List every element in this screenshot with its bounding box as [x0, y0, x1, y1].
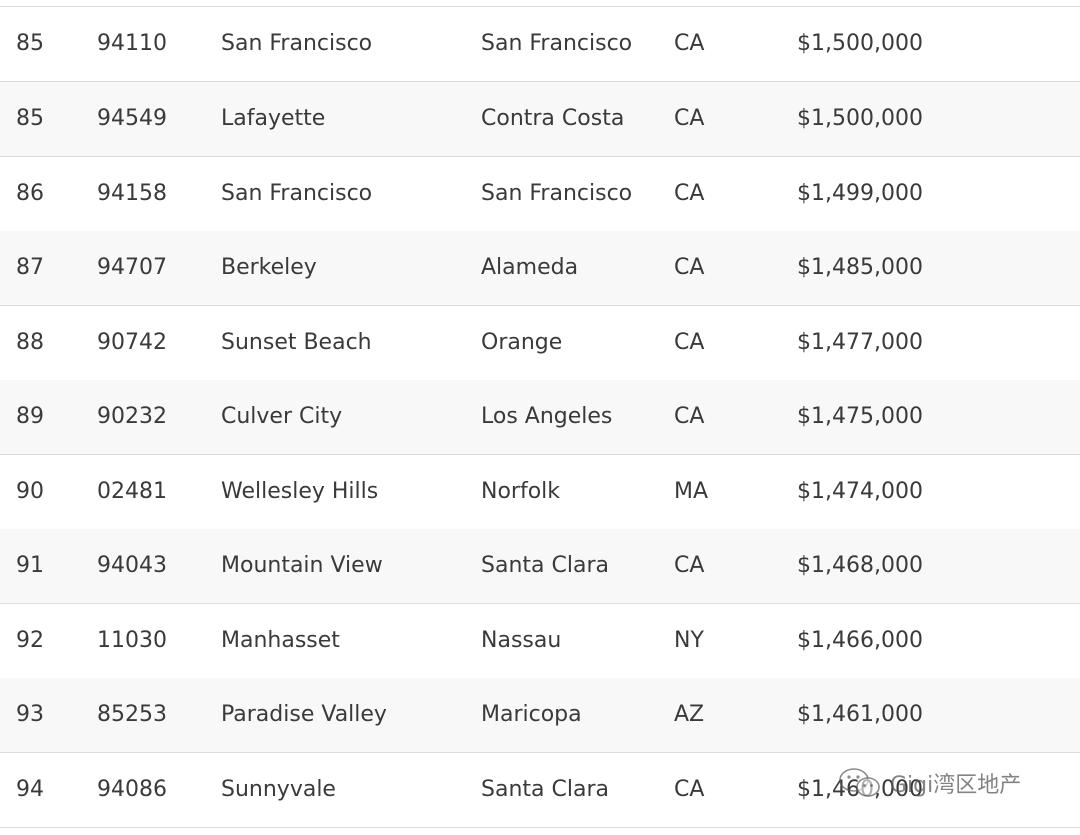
rank-cell: 90: [16, 479, 44, 504]
county-cell: Los Angeles: [481, 404, 613, 429]
state-cell: CA: [674, 31, 705, 56]
county-cell: Norfolk: [481, 479, 561, 504]
price-cell: $1,500,000: [797, 106, 923, 131]
city-cell: Sunnyvale: [221, 777, 336, 802]
zip-cell: 94043: [97, 553, 167, 578]
city-cell: Mountain View: [221, 553, 383, 578]
county-cell: Nassau: [481, 628, 562, 653]
zip-cell: 02481: [97, 479, 167, 504]
county-cell: Contra Costa: [481, 106, 625, 131]
zip-cell: 94707: [97, 255, 167, 280]
county-cell: Santa Clara: [481, 553, 609, 578]
state-cell: CA: [674, 404, 705, 429]
rank-cell: 85: [16, 106, 44, 131]
rank-cell: 88: [16, 330, 44, 355]
city-cell: Culver City: [221, 404, 343, 429]
table-row: 90 02481 Wellesley Hills Norfolk MA $1,4…: [0, 455, 1080, 530]
county-cell: San Francisco: [481, 31, 633, 56]
table-row: 85 94549 Lafayette Contra Costa CA $1,50…: [0, 82, 1080, 157]
state-cell: NY: [674, 628, 704, 653]
state-cell: CA: [674, 553, 705, 578]
price-cell: $1,500,000: [797, 31, 923, 56]
city-cell: Manhasset: [221, 628, 340, 653]
state-cell: MA: [674, 479, 709, 504]
price-cell: $1,499,000: [797, 181, 923, 206]
state-cell: AZ: [674, 702, 705, 727]
price-cell: $1,474,000: [797, 479, 923, 504]
rank-cell: 92: [16, 628, 44, 653]
county-cell: Alameda: [481, 255, 579, 280]
rank-cell: 94: [16, 777, 44, 802]
city-cell: Paradise Valley: [221, 702, 387, 727]
city-cell: Berkeley: [221, 255, 317, 280]
table-row: 94 94086 Sunnyvale Santa Clara CA $1,460…: [0, 753, 1080, 828]
zip-cell: 94086: [97, 777, 167, 802]
zip-cell: 11030: [97, 628, 167, 653]
state-cell: CA: [674, 255, 705, 280]
table-row: 91 94043 Mountain View Santa Clara CA $1…: [0, 529, 1080, 604]
rank-cell: 89: [16, 404, 44, 429]
city-cell: San Francisco: [221, 31, 373, 56]
county-cell: Santa Clara: [481, 777, 609, 802]
table-row: 87 94707 Berkeley Alameda CA $1,485,000: [0, 231, 1080, 306]
price-cell: $1,468,000: [797, 553, 923, 578]
rank-cell: 86: [16, 181, 44, 206]
price-cell: $1,475,000: [797, 404, 923, 429]
price-cell: $1,477,000: [797, 330, 923, 355]
state-cell: CA: [674, 106, 705, 131]
state-cell: CA: [674, 330, 705, 355]
state-cell: CA: [674, 181, 705, 206]
zip-cell: 94549: [97, 106, 167, 131]
table-row: 92 11030 Manhasset Nassau NY $1,466,000: [0, 604, 1080, 679]
price-cell: $1,466,000: [797, 628, 923, 653]
rank-cell: 93: [16, 702, 44, 727]
county-cell: Orange: [481, 330, 563, 355]
city-cell: San Francisco: [221, 181, 373, 206]
rank-cell: 85: [16, 31, 44, 56]
table-row: 88 90742 Sunset Beach Orange CA $1,477,0…: [0, 306, 1080, 381]
price-cell: $1,461,000: [797, 702, 923, 727]
zip-cell: 94158: [97, 181, 167, 206]
state-cell: CA: [674, 777, 705, 802]
table-row: 85 94110 San Francisco San Francisco CA …: [0, 7, 1080, 82]
table-row: 93 85253 Paradise Valley Maricopa AZ $1,…: [0, 678, 1080, 753]
price-cell: $1,485,000: [797, 255, 923, 280]
county-cell: Maricopa: [481, 702, 582, 727]
table-row: 89 90232 Culver City Los Angeles CA $1,4…: [0, 380, 1080, 455]
city-cell: Wellesley Hills: [221, 479, 379, 504]
table-row: 86 94158 San Francisco San Francisco CA …: [0, 157, 1080, 232]
zip-cell: 90232: [97, 404, 167, 429]
rank-cell: 87: [16, 255, 44, 280]
county-cell: San Francisco: [481, 181, 633, 206]
table-top-border: [0, 6, 1080, 7]
zip-cell: 94110: [97, 31, 167, 56]
city-cell: Lafayette: [221, 106, 326, 131]
price-cell: $1,460,000: [797, 777, 923, 802]
zip-cell: 90742: [97, 330, 167, 355]
rank-cell: 91: [16, 553, 44, 578]
zip-cell: 85253: [97, 702, 167, 727]
city-cell: Sunset Beach: [221, 330, 372, 355]
